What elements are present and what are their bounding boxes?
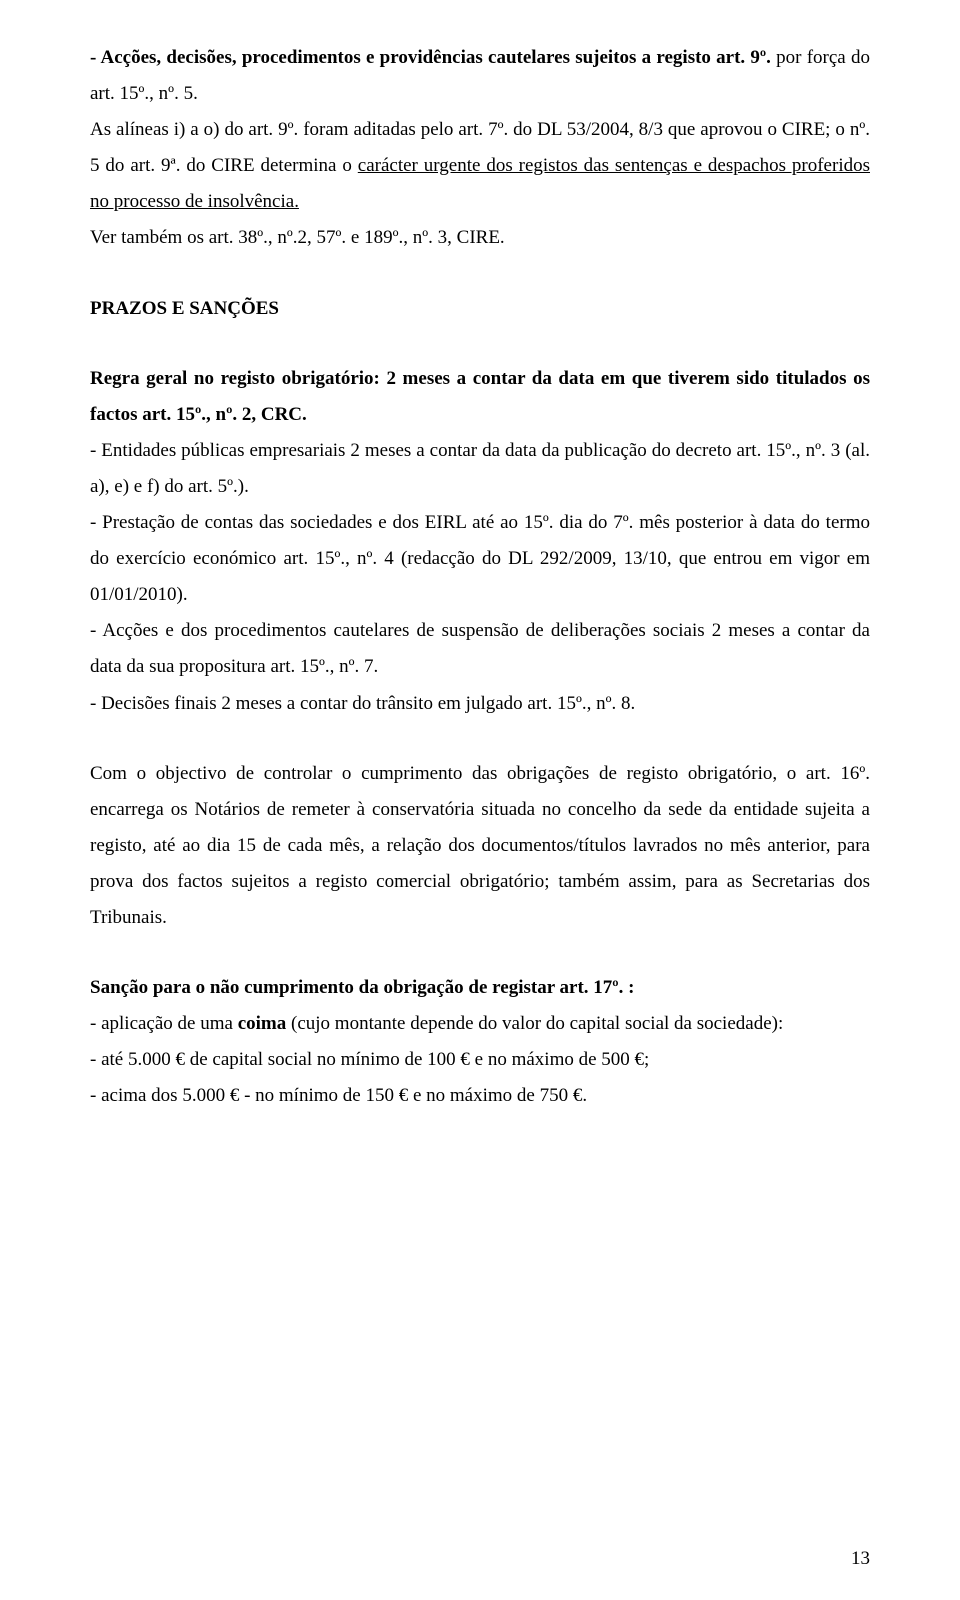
text-bold: - Acções, decisões, procedimentos e prov… [90, 47, 771, 68]
paragraph: - Acções e dos procedimentos cautelares … [90, 613, 870, 685]
paragraph: - Acções, decisões, procedimentos e prov… [90, 40, 870, 112]
paragraph: Com o objectivo de controlar o cumprimen… [90, 756, 870, 936]
text-bold: Sanção para o não cumprimento da obrigaç… [90, 977, 634, 998]
paragraph: Ver também os art. 38º., nº.2, 57º. e 18… [90, 220, 870, 256]
paragraph: - até 5.000 € de capital social no mínim… [90, 1042, 870, 1078]
paragraph: As alíneas i) a o) do art. 9º. foram adi… [90, 112, 870, 220]
text: (cujo montante depende do valor do capit… [286, 1013, 783, 1034]
paragraph: - Decisões finais 2 meses a contar do tr… [90, 686, 870, 722]
paragraph: - Entidades públicas empresariais 2 mese… [90, 433, 870, 505]
page-number: 13 [851, 1548, 870, 1570]
paragraph: - aplicação de uma coima (cujo montante … [90, 1006, 870, 1042]
paragraph: Sanção para o não cumprimento da obrigaç… [90, 970, 870, 1006]
document-page: - Acções, decisões, procedimentos e prov… [0, 0, 960, 1600]
text-bold: Regra geral no registo obrigatório: 2 me… [90, 368, 870, 425]
paragraph: - Prestação de contas das sociedades e d… [90, 505, 870, 613]
paragraph: - acima dos 5.000 € - no mínimo de 150 €… [90, 1078, 870, 1114]
text: - aplicação de uma [90, 1013, 238, 1034]
paragraph: Regra geral no registo obrigatório: 2 me… [90, 361, 870, 433]
text-bold: coima [238, 1013, 287, 1034]
section-heading: PRAZOS E SANÇÕES [90, 291, 870, 327]
